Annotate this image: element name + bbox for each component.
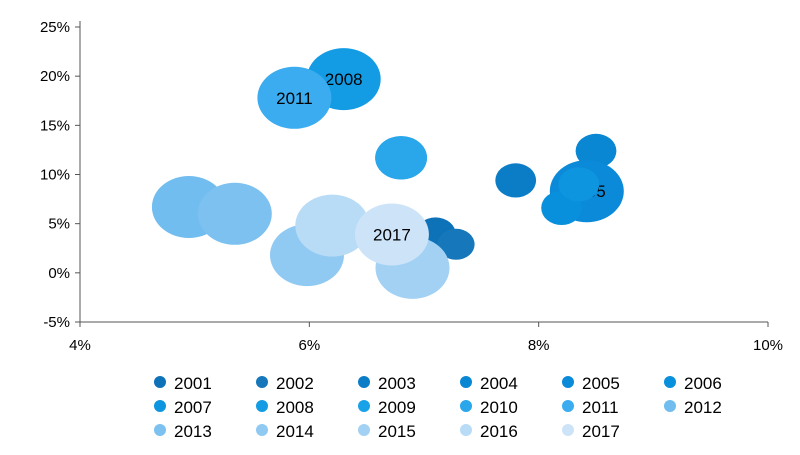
y-tick-label: 10% [40,167,70,184]
legend-marker-2006 [664,376,676,388]
legend-marker-2014 [256,424,268,436]
legend-marker-2005 [562,376,574,388]
x-tick-label: 8% [528,337,550,354]
y-tick-label: 20% [40,68,70,85]
legend-marker-2002 [256,376,268,388]
legend-marker-2017 [562,424,574,436]
x-tick-label: 10% [753,337,783,354]
bubble-label-2017: 2017 [373,226,411,245]
bubble-2003 [495,163,536,197]
legend-label-2010: 2010 [480,398,518,417]
legend-marker-2012 [664,400,676,412]
legend-marker-2008 [256,400,268,412]
legend-marker-2015 [358,424,370,436]
bubble-2010 [375,136,427,179]
legend-label-2008: 2008 [276,398,314,417]
legend-label-2001: 2001 [174,374,212,393]
bubble-2013 [198,183,272,245]
legend-marker-2010 [460,400,472,412]
legend-label-2003: 2003 [378,374,416,393]
y-tick-label: 15% [40,117,70,134]
legend-label-2013: 2013 [174,422,212,441]
legend-marker-2009 [358,400,370,412]
legend: 2001 2002 2003 2004 2005 2006 2007 2008 2009 2010… [154,374,722,441]
bubble-label-2011: 2011 [276,89,313,108]
y-tick-label: 0% [48,265,70,282]
legend-marker-2001 [154,376,166,388]
axes: 25% 20% 15% 10% 5% 0% -5% 4% 6% 8% 10% [40,19,783,354]
legend-label-2002: 2002 [276,374,314,393]
legend-marker-2016 [460,424,472,436]
legend-label-2016: 2016 [480,422,518,441]
x-tick-label: 4% [69,337,91,354]
legend-label-2012: 2012 [684,398,722,417]
legend-label-2009: 2009 [378,398,416,417]
legend-label-2015: 2015 [378,422,416,441]
legend-marker-2004 [460,376,472,388]
bubble-2007 [558,167,599,201]
legend-label-2017: 2017 [582,422,620,441]
x-tick-label: 6% [298,337,320,354]
legend-marker-2007 [154,400,166,412]
legend-marker-2003 [358,376,370,388]
legend-label-2004: 2004 [480,374,518,393]
y-tick-label: 25% [40,19,70,36]
legend-marker-2013 [154,424,166,436]
legend-marker-2011 [562,400,574,412]
legend-label-2005: 2005 [582,374,620,393]
y-tick-label: -5% [43,314,70,331]
legend-label-2011: 2011 [582,398,619,417]
bubble-layer: 2005200820112017 [152,48,624,299]
y-tick-label: 5% [48,216,70,233]
bubble-label-2008: 2008 [325,70,363,89]
legend-label-2006: 2006 [684,374,722,393]
legend-label-2014: 2014 [276,422,314,441]
legend-label-2007: 2007 [174,398,212,417]
